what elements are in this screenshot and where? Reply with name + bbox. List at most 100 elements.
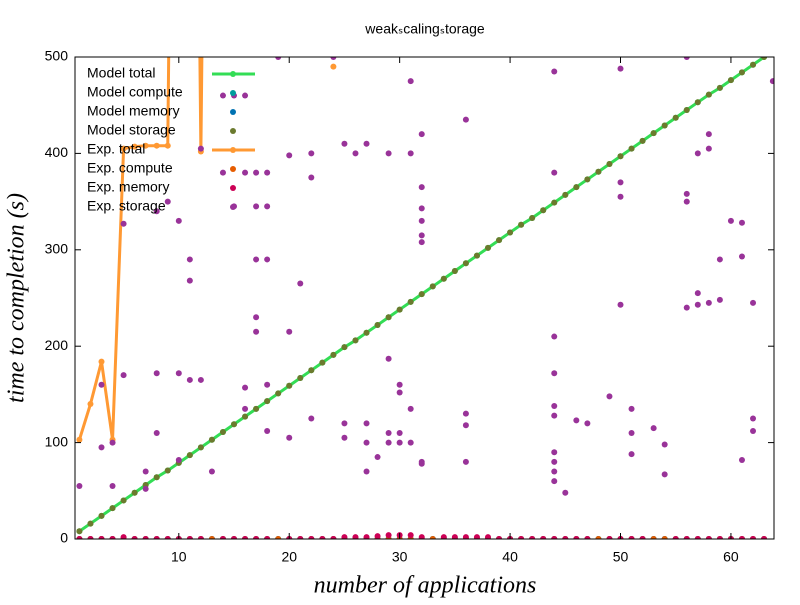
data-point <box>705 299 712 306</box>
data-point <box>363 439 370 446</box>
data-point <box>308 367 315 374</box>
data-point <box>628 405 635 412</box>
data-point <box>197 376 204 383</box>
data-point <box>584 420 591 427</box>
data-point <box>131 536 138 539</box>
data-point <box>606 393 613 400</box>
y-tick-label: 100 <box>45 433 69 449</box>
data-point <box>551 449 558 456</box>
data-point <box>750 299 757 306</box>
data-point <box>385 314 392 321</box>
data-point <box>418 205 425 212</box>
data-point <box>727 217 734 224</box>
data-point <box>418 232 425 239</box>
data-point <box>705 91 712 98</box>
data-point <box>661 441 668 448</box>
data-point <box>683 536 690 539</box>
data-point <box>286 152 293 159</box>
data-point <box>418 291 425 298</box>
data-point <box>253 203 260 210</box>
data-point <box>76 482 83 489</box>
data-point <box>352 337 359 344</box>
data-point <box>407 298 414 305</box>
data-point <box>186 536 193 539</box>
legend-label: Exp. compute <box>87 160 173 176</box>
data-point <box>308 174 315 181</box>
data-point <box>761 536 768 539</box>
data-point <box>197 444 204 451</box>
data-point <box>727 77 734 84</box>
data-point <box>363 420 370 427</box>
data-point <box>330 536 337 539</box>
x-tick-label: 10 <box>171 549 187 565</box>
data-point <box>396 306 403 313</box>
data-point <box>153 429 160 436</box>
data-point <box>396 439 403 446</box>
data-point <box>407 532 414 539</box>
legend-swatch <box>230 128 236 134</box>
data-point <box>716 256 723 263</box>
data-point <box>462 534 469 539</box>
data-point <box>462 116 469 123</box>
data-point <box>341 534 348 539</box>
data-point <box>87 401 94 408</box>
data-point <box>87 520 94 527</box>
data-point <box>253 536 260 539</box>
data-point <box>76 528 83 535</box>
data-point <box>507 229 514 236</box>
data-point <box>540 207 547 214</box>
data-point <box>142 468 149 475</box>
data-point <box>551 536 558 539</box>
data-point <box>573 184 580 191</box>
legend-label: Exp. storage <box>87 198 166 214</box>
data-point <box>264 169 271 176</box>
data-point <box>518 221 525 228</box>
data-point <box>418 184 425 191</box>
data-point <box>164 467 171 474</box>
data-point <box>617 179 624 186</box>
data-point <box>484 534 491 539</box>
data-point <box>264 203 271 210</box>
legend-swatch <box>230 185 236 191</box>
data-point <box>87 536 94 539</box>
data-point <box>617 65 624 72</box>
data-point <box>451 534 458 539</box>
data-point <box>473 534 480 539</box>
legend-swatch <box>230 90 236 96</box>
data-point <box>683 190 690 197</box>
data-point <box>186 376 193 383</box>
data-point <box>374 321 381 328</box>
data-point <box>231 536 238 539</box>
legend-label: Model total <box>87 65 155 81</box>
data-point <box>551 478 558 485</box>
data-point <box>738 69 745 76</box>
data-point <box>352 534 359 539</box>
legend-swatch <box>230 204 236 210</box>
data-point <box>120 497 127 504</box>
data-point <box>750 536 757 539</box>
data-point <box>639 536 646 539</box>
data-point <box>208 436 215 443</box>
plot-frame <box>74 56 775 540</box>
data-point <box>551 458 558 465</box>
data-point <box>120 145 127 152</box>
data-point <box>716 84 723 91</box>
data-point <box>617 153 624 160</box>
data-point <box>363 329 370 336</box>
data-point <box>186 277 193 284</box>
data-point <box>418 460 425 467</box>
data-point <box>175 370 182 377</box>
data-point <box>617 193 624 200</box>
data-point <box>142 485 149 492</box>
data-point <box>98 381 105 388</box>
legend-swatch <box>230 166 236 172</box>
data-point <box>330 57 337 60</box>
data-point <box>219 536 226 539</box>
data-point <box>264 428 271 435</box>
x-tick-label: 60 <box>723 549 739 565</box>
data-point <box>109 505 116 512</box>
data-point <box>363 534 370 539</box>
data-point <box>551 402 558 409</box>
data-point <box>683 198 690 205</box>
data-point <box>573 536 580 539</box>
